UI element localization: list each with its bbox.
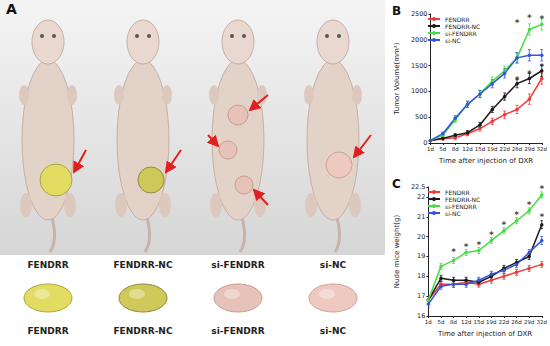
svg-text:17: 17	[417, 292, 425, 300]
svg-text:*: *	[502, 220, 507, 230]
svg-text:Time after injection of DXR: Time after injection of DXR	[438, 157, 533, 165]
svg-text:si-NC: si-NC	[320, 326, 347, 336]
svg-text:26d: 26d	[511, 319, 522, 325]
svg-text:22: 22	[417, 193, 425, 201]
svg-text:*: *	[539, 184, 544, 194]
svg-text:si-NC: si-NC	[445, 210, 461, 217]
svg-text:*: *	[464, 242, 469, 252]
svg-text:B: B	[392, 4, 401, 18]
svg-text:22d: 22d	[499, 319, 510, 325]
svg-text:500: 500	[415, 113, 427, 121]
svg-text:29d: 29d	[524, 146, 535, 152]
svg-text:Time after injection of DXR: Time after injection of DXR	[437, 330, 532, 338]
svg-text:0: 0	[423, 139, 428, 147]
svg-text:C: C	[392, 177, 401, 191]
svg-text:19: 19	[417, 252, 425, 260]
svg-text:22.5: 22.5	[411, 183, 425, 191]
svg-text:si-NC: si-NC	[445, 37, 461, 44]
svg-text:22d: 22d	[499, 146, 510, 152]
svg-text:*: *	[515, 18, 520, 28]
svg-text:8d: 8d	[452, 146, 459, 152]
svg-text:5d: 5d	[437, 319, 444, 325]
svg-text:si-FENDRR: si-FENDRR	[211, 326, 264, 336]
svg-text:5d: 5d	[439, 146, 446, 152]
svg-text:8d: 8d	[450, 319, 457, 325]
svg-text:29d: 29d	[524, 319, 535, 325]
svg-text:20: 20	[417, 233, 425, 241]
svg-text:FENDRR: FENDRR	[445, 16, 470, 23]
svg-text:19d: 19d	[486, 319, 497, 325]
svg-text:*: *	[451, 247, 456, 257]
svg-text:FENDRR-NC: FENDRR-NC	[445, 23, 480, 30]
svg-text:*: *	[539, 212, 544, 222]
svg-text:19d: 19d	[487, 146, 498, 152]
svg-text:*: *	[514, 210, 519, 220]
svg-text:FENDRR: FENDRR	[27, 326, 68, 336]
svg-text:*: *	[489, 230, 494, 240]
svg-text:32d: 32d	[537, 319, 548, 325]
svg-text:*: *	[527, 13, 532, 23]
svg-text:15d: 15d	[475, 146, 486, 152]
svg-text:Nude mice weight(g): Nude mice weight(g)	[393, 215, 401, 289]
svg-text:12d: 12d	[462, 146, 473, 152]
svg-text:si-FENDRR: si-FENDRR	[445, 203, 477, 210]
svg-text:1000: 1000	[411, 87, 428, 95]
svg-text:21: 21	[417, 213, 425, 221]
svg-text:FENDRR-NC: FENDRR-NC	[445, 196, 480, 203]
svg-text:FENDRR: FENDRR	[445, 189, 470, 196]
svg-text:*: *	[476, 240, 481, 250]
svg-text:FENDRR-NC: FENDRR-NC	[113, 326, 172, 336]
svg-text:15d: 15d	[474, 319, 485, 325]
svg-text:*: *	[539, 62, 544, 72]
svg-text:1d: 1d	[427, 146, 434, 152]
svg-text:18: 18	[417, 272, 425, 280]
svg-text:A: A	[6, 1, 17, 17]
svg-text:26d: 26d	[512, 146, 523, 152]
svg-text:16: 16	[417, 312, 426, 320]
svg-text:si-FENDRR: si-FENDRR	[445, 30, 477, 37]
svg-text:si-NC: si-NC	[320, 260, 347, 270]
svg-text:2000: 2000	[411, 36, 428, 44]
svg-text:FENDRR: FENDRR	[27, 260, 68, 270]
svg-text:32d: 32d	[537, 146, 548, 152]
svg-text:1d: 1d	[425, 319, 432, 325]
svg-text:12d: 12d	[461, 319, 472, 325]
svg-text:FENDRR-NC: FENDRR-NC	[113, 260, 172, 270]
svg-text:si-FENDRR: si-FENDRR	[211, 260, 264, 270]
svg-text:Tumor Volume(mm³): Tumor Volume(mm³)	[393, 42, 401, 115]
svg-text:1500: 1500	[411, 62, 428, 70]
svg-text:2500: 2500	[411, 10, 428, 18]
